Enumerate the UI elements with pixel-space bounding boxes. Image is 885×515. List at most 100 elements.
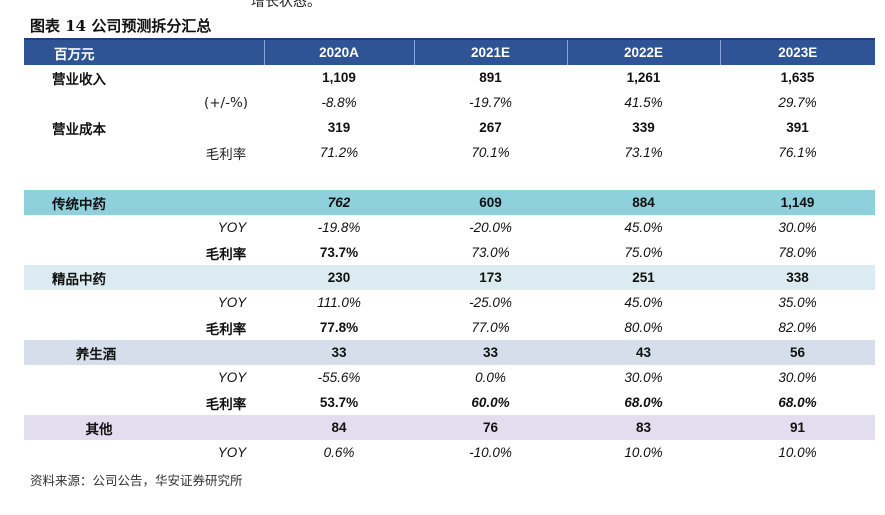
table-cell: 762: [264, 190, 414, 215]
table-cell: 173: [414, 265, 567, 290]
table-cell: 73.1%: [624, 145, 663, 160]
source-note: 资料来源：公司公告，华安证券研究所: [30, 473, 243, 488]
header-2023e: 2023E: [719, 40, 875, 65]
table-cell: 891: [479, 70, 502, 85]
table-row: YOY -55.6% 0.0% 30.0% 30.0%: [24, 365, 875, 390]
table-cell: 70.1%: [471, 145, 510, 160]
table-cell: 41.5%: [624, 95, 663, 110]
table-cell: 33: [414, 340, 567, 365]
table-cell: 76.1%: [778, 145, 817, 160]
table-cell: 30.0%: [624, 370, 663, 385]
table-cell: 339: [632, 120, 655, 135]
table-row: 养生酒 33 33 43 56: [24, 340, 875, 365]
table-cell: 68.0%: [624, 395, 663, 410]
table-cell: 1,261: [626, 70, 661, 85]
table-cell: 319: [327, 120, 351, 135]
header-2020a: 2020A: [263, 40, 414, 65]
table-row: 其他 84 76 83 91: [24, 415, 875, 440]
table-row: 毛利率 71.2% 70.1% 73.1% 76.1%: [24, 140, 875, 165]
row-sub-label: 毛利率: [205, 246, 247, 263]
table-row: 毛利率 73.7% 73.0% 75.0% 78.0%: [24, 240, 875, 265]
header-unit: 百万元: [24, 40, 264, 65]
table-top-rule: [24, 38, 875, 40]
row-label-traditional-tcm: 传统中药: [24, 190, 134, 215]
table-cell: 60.0%: [471, 395, 510, 410]
row-sub-label: YOY: [217, 370, 247, 385]
table-cell: 45.0%: [624, 295, 663, 310]
spacer-row: [24, 165, 875, 190]
table-cell: 78.0%: [778, 245, 817, 260]
table-cell: 10.0%: [778, 445, 817, 460]
table-cell: 83: [567, 415, 720, 440]
table-cell: 230: [264, 265, 414, 290]
table-cell: 251: [567, 265, 720, 290]
table-header-row: 百万元 2020A 2021E 2022E 2023E: [24, 40, 875, 65]
table-cell: 73.7%: [319, 245, 359, 260]
table-cell: 111.0%: [317, 295, 361, 310]
row-sub-label: YOY: [217, 220, 247, 235]
table-cell: 68.0%: [778, 395, 817, 410]
table-cell: -10.0%: [469, 445, 512, 460]
table-cell: 77.0%: [471, 320, 510, 335]
top-text-fragment: 增长状态。: [251, 0, 321, 10]
row-sub-label: (+/-%): [203, 94, 249, 111]
table-row: 传统中药 762 609 884 1,149: [24, 190, 875, 215]
table-cell: 82.0%: [778, 320, 817, 335]
table-cell: 0.0%: [475, 370, 506, 385]
table-cell: 35.0%: [778, 295, 817, 310]
table-cell: 84: [264, 415, 414, 440]
table-cell: 45.0%: [624, 220, 663, 235]
header-2021e: 2021E: [413, 40, 567, 65]
table-cell: 56: [720, 340, 875, 365]
table-cell: 30.0%: [778, 220, 817, 235]
table-cell: 71.2%: [319, 145, 359, 160]
table-cell: -19.7%: [469, 95, 512, 110]
row-label-cost: 营业成本: [52, 121, 106, 138]
table-cell: 53.7%: [319, 395, 359, 410]
table-cell: 91: [720, 415, 875, 440]
table-cell: -20.0%: [469, 220, 512, 235]
table-cell: 0.6%: [323, 445, 355, 460]
row-sub-label: YOY: [217, 295, 247, 310]
row-sub-label: 毛利率: [205, 146, 247, 163]
header-2022e: 2022E: [566, 40, 720, 65]
table-row: YOY 0.6% -10.0% 10.0% 10.0%: [24, 440, 875, 465]
table-row: 精品中药 230 173 251 338: [24, 265, 875, 290]
table-row: YOY -19.8% -20.0% 45.0% 30.0%: [24, 215, 875, 240]
row-sub-label: 毛利率: [205, 321, 247, 338]
row-label-premium-tcm: 精品中药: [24, 265, 134, 290]
table-cell: 29.7%: [778, 95, 817, 110]
table-cell: -8.8%: [321, 95, 357, 110]
table-cell: 33: [264, 340, 414, 365]
row-label-revenue: 营业收入: [52, 71, 106, 88]
table-cell: 10.0%: [624, 445, 663, 460]
forecast-table: 百万元 2020A 2021E 2022E 2023E 营业收入 1,109 8…: [24, 40, 875, 465]
table-cell: 43: [567, 340, 720, 365]
table-cell: -25.0%: [469, 295, 512, 310]
table-cell: 73.0%: [471, 245, 510, 260]
table-row: 营业收入 1,109 891 1,261 1,635: [24, 65, 875, 90]
table-cell: 76: [414, 415, 567, 440]
table-row: YOY 111.0% -25.0% 45.0% 35.0%: [24, 290, 875, 315]
table-cell: -19.8%: [317, 220, 361, 235]
table-cell: 80.0%: [624, 320, 663, 335]
table-row: 毛利率 53.7% 60.0% 68.0% 68.0%: [24, 390, 875, 415]
table-row: 营业成本 319 267 339 391: [24, 115, 875, 140]
table-cell: 267: [479, 120, 502, 135]
table-cell: 1,635: [780, 70, 815, 85]
table-row: 毛利率 77.8% 77.0% 80.0% 82.0%: [24, 315, 875, 340]
table-cell: 75.0%: [624, 245, 663, 260]
table-cell: 884: [567, 190, 720, 215]
table-cell: -55.6%: [317, 370, 361, 385]
row-sub-label: 毛利率: [205, 396, 247, 413]
table-cell: 391: [786, 120, 809, 135]
figure-title: 图表 14 公司预测拆分汇总: [30, 17, 212, 35]
row-label-health-wine: 养生酒: [24, 340, 134, 365]
table-cell: 1,149: [720, 190, 875, 215]
table-cell: 77.8%: [319, 320, 359, 335]
row-label-other: 其他: [24, 415, 134, 440]
table-cell: 338: [720, 265, 875, 290]
table-cell: 30.0%: [778, 370, 817, 385]
table-row: (+/-%) -8.8% -19.7% 41.5% 29.7%: [24, 90, 875, 115]
table-cell: 1,109: [322, 70, 356, 85]
